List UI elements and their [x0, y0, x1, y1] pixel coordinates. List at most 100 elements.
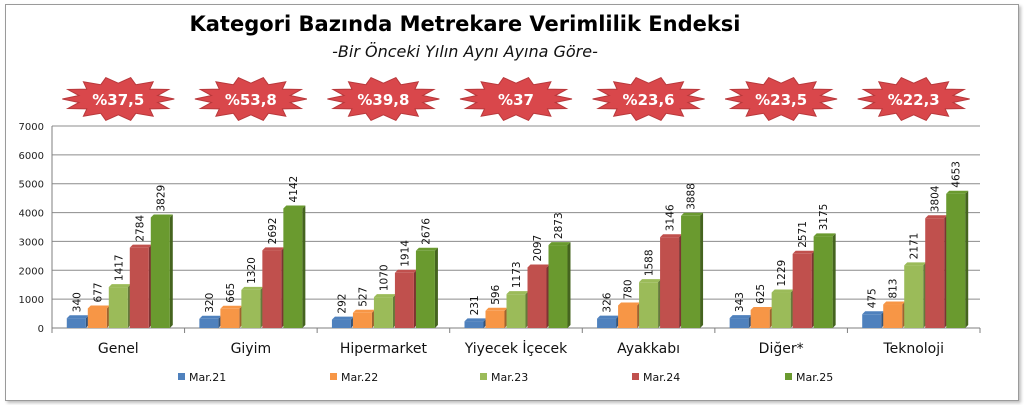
data-label: 677	[92, 282, 104, 302]
bar-top	[262, 247, 285, 251]
badge-label: %53,8	[225, 91, 277, 109]
x-tick-label: Hipermarket	[340, 341, 428, 357]
bar	[639, 282, 659, 328]
data-label: 3146	[665, 204, 677, 231]
legend-label: Mar.21	[189, 371, 226, 384]
data-label: 343	[734, 292, 746, 312]
bar-top	[485, 307, 508, 311]
bar	[729, 318, 749, 328]
bar-top	[813, 233, 836, 237]
legend-label: Mar.22	[341, 371, 378, 384]
bar-side	[302, 205, 306, 328]
badge-label: %23,6	[623, 91, 675, 109]
x-tick-label: Giyim	[231, 341, 272, 357]
bar-top	[283, 205, 306, 209]
bar	[618, 305, 638, 328]
bar	[506, 294, 526, 328]
bar-top	[729, 315, 752, 319]
bar-top	[904, 262, 927, 266]
x-tick-label: Ayakkabı	[617, 341, 680, 357]
badge-star	[857, 76, 970, 122]
bar	[862, 314, 882, 328]
data-label: 340	[71, 292, 83, 312]
bar	[792, 253, 812, 328]
data-label: 326	[602, 292, 614, 312]
data-label: 2784	[134, 215, 146, 242]
bar-top	[87, 305, 110, 309]
bar-top	[108, 284, 131, 288]
bar-top	[750, 306, 773, 310]
bar	[681, 215, 701, 328]
bar	[813, 236, 833, 328]
data-label: 2676	[420, 218, 432, 245]
legend-swatch	[785, 373, 792, 380]
bar-top	[597, 315, 620, 319]
bar-top	[199, 315, 222, 319]
bar	[262, 250, 282, 328]
bar	[925, 218, 945, 328]
bar	[946, 193, 966, 328]
data-label: 4142	[288, 176, 300, 203]
badge-star	[459, 76, 573, 122]
data-label: 1173	[511, 261, 523, 288]
bar-side	[169, 214, 173, 328]
bar	[464, 321, 484, 328]
bar-top	[66, 315, 89, 319]
bar-top	[506, 291, 529, 295]
data-label: 2171	[909, 233, 921, 260]
x-tick-label: Diğer*	[759, 341, 804, 357]
data-label: 2097	[532, 235, 544, 262]
bar-side	[832, 233, 836, 328]
bar	[548, 245, 568, 328]
chart-title: Kategori Bazında Metrekare Verimlilik En…	[189, 12, 741, 36]
badge-label: %23,5	[755, 91, 807, 109]
data-label: 320	[204, 293, 216, 313]
y-tick-label: 1000	[19, 295, 44, 306]
data-label: 813	[888, 278, 900, 298]
y-tick-label: 4000	[19, 209, 44, 220]
y-tick-label: 3000	[19, 237, 44, 248]
bar	[660, 237, 680, 328]
legend-label: Mar.23	[491, 371, 528, 384]
bar	[108, 287, 128, 328]
data-label: 2873	[553, 212, 565, 239]
legend-swatch	[330, 373, 337, 380]
bar-top	[464, 318, 487, 322]
y-tick-label: 6000	[19, 151, 44, 162]
data-label: 475	[867, 288, 879, 308]
data-label: 1070	[378, 264, 390, 291]
y-tick-label: 0	[38, 324, 44, 335]
bar	[87, 308, 107, 328]
bar-top	[129, 244, 152, 248]
data-label: 1914	[399, 240, 411, 267]
data-label: 292	[336, 294, 348, 314]
bar-top	[150, 214, 173, 218]
badge-label: %22,3	[888, 91, 940, 109]
bar-top	[241, 286, 264, 290]
badge-star	[724, 76, 838, 122]
bar	[352, 312, 372, 328]
bar-top	[660, 234, 683, 238]
bar	[150, 217, 170, 328]
bar	[883, 304, 903, 328]
x-tick-label: Genel	[98, 341, 139, 357]
chart-subtitle: -Bir Önceki Yılın Aynı Ayına Göre-	[332, 42, 598, 61]
badge-star	[62, 76, 175, 122]
bar	[597, 318, 617, 328]
bar	[904, 265, 924, 328]
bar-top	[946, 190, 969, 194]
badge-star	[592, 76, 705, 122]
bar	[241, 289, 261, 328]
bar-top	[618, 302, 641, 306]
badge-label: %37	[498, 91, 534, 109]
legend-swatch	[632, 373, 639, 380]
x-tick-label: Teknoloji	[882, 341, 944, 357]
bar-top	[639, 279, 662, 283]
data-label: 1320	[246, 257, 258, 284]
bar	[220, 308, 240, 328]
bar	[527, 267, 547, 328]
legend-swatch	[178, 373, 185, 380]
data-label: 2571	[797, 221, 809, 248]
data-label: 2692	[267, 218, 279, 245]
